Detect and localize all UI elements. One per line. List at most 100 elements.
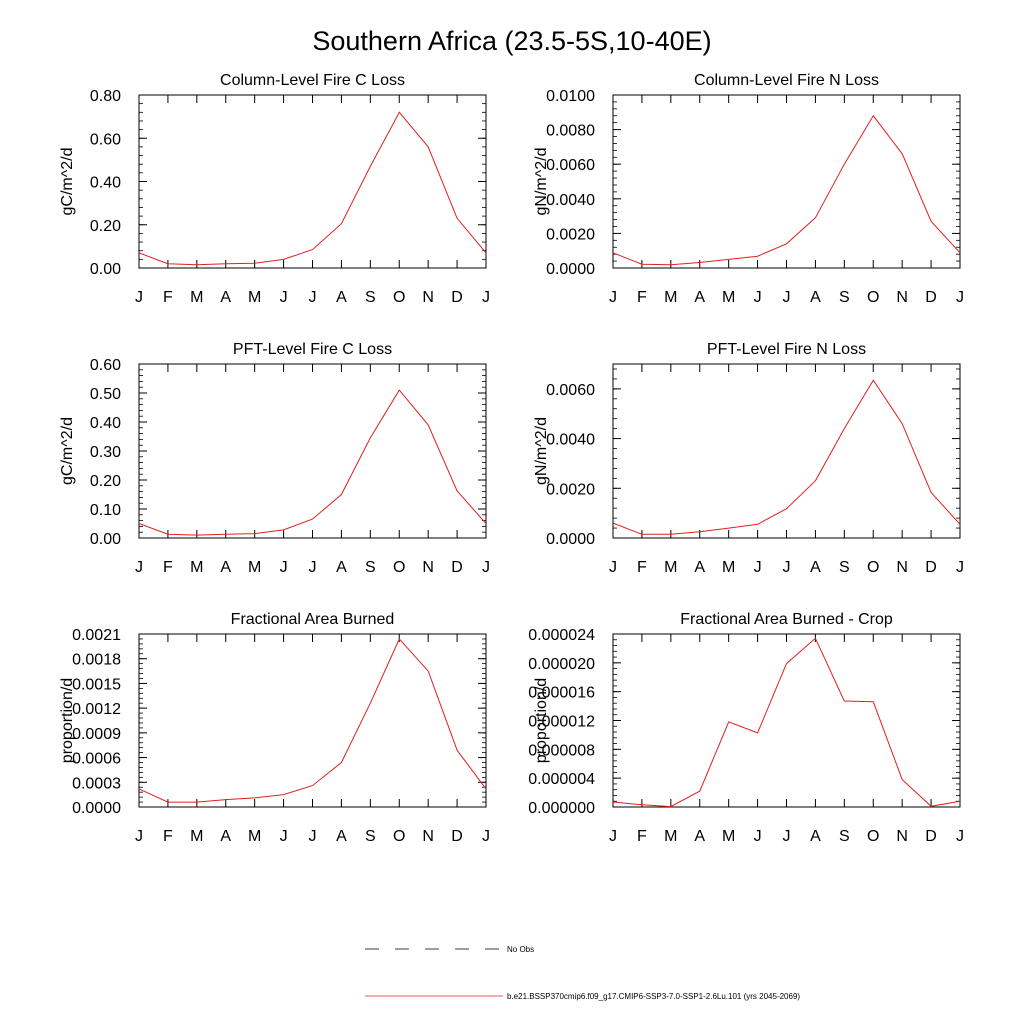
panel-title: PFT-Level Fire N Loss <box>707 341 866 358</box>
series-line <box>612 637 961 808</box>
x-tick-label: M <box>664 828 677 845</box>
x-tick-label: J <box>482 559 490 576</box>
y-tick-label: 0.0040 <box>546 432 595 449</box>
y-tick-label: 0.0009 <box>72 726 121 743</box>
x-tick-label: A <box>220 289 231 306</box>
y-tick-label: 0.000024 <box>528 627 595 644</box>
figure-title: Southern Africa (23.5-5S,10-40E) <box>312 26 711 56</box>
x-tick-label: D <box>451 828 463 845</box>
y-tick-label: 0.0021 <box>72 627 121 644</box>
x-tick-label: D <box>925 828 937 845</box>
x-tick-label: J <box>754 289 762 306</box>
y-tick-label: 0.000000 <box>528 800 595 817</box>
x-tick-label: N <box>896 289 908 306</box>
x-tick-label: F <box>163 828 173 845</box>
y-tick-label: 0.0020 <box>546 226 595 243</box>
x-tick-label: D <box>925 559 937 576</box>
legend: No Obs b.e21.BSSP370cmip6.f09_g17.CMIP6-… <box>365 945 800 1001</box>
x-tick-label: N <box>896 828 908 845</box>
y-tick-label: 0.000004 <box>528 771 595 788</box>
chart-panel: Fractional Area Burned - Crop proportion/… <box>528 611 964 845</box>
y-tick-label: 0.0018 <box>72 652 121 669</box>
y-tick-label: 0.40 <box>90 415 121 432</box>
y-tick-label: 0.0080 <box>546 123 595 140</box>
x-tick-label: M <box>248 559 261 576</box>
x-tick-label: M <box>190 559 203 576</box>
x-tick-label: A <box>810 559 821 576</box>
x-tick-label: J <box>754 828 762 845</box>
x-tick-label: M <box>664 559 677 576</box>
y-tick-label: 0.0000 <box>546 531 595 548</box>
x-tick-label: J <box>280 559 288 576</box>
x-tick-label: A <box>694 559 705 576</box>
series-line <box>612 379 961 535</box>
plot-frame <box>138 94 487 269</box>
series-line <box>138 111 487 266</box>
x-tick-label: M <box>248 289 261 306</box>
panel-title: PFT-Level Fire C Loss <box>233 341 392 358</box>
y-axis-label: gC/m^2/d <box>59 417 76 485</box>
x-tick-label: O <box>393 828 405 845</box>
x-tick-label: M <box>722 559 735 576</box>
x-tick-label: S <box>839 828 850 845</box>
x-tick-label: J <box>309 289 317 306</box>
y-tick-label: 0.0060 <box>546 157 595 174</box>
y-axis-label: gN/m^2/d <box>533 148 550 216</box>
legend-model-label: b.e21.BSSP370cmip6.f09_g17.CMIP6-SSP3-7.… <box>507 992 800 1001</box>
x-tick-label: J <box>783 559 791 576</box>
y-tick-label: 0.60 <box>90 131 121 148</box>
x-tick-label: M <box>190 828 203 845</box>
x-tick-label: O <box>393 289 405 306</box>
panel-title: Fractional Area Burned - Crop <box>680 611 893 628</box>
y-tick-label: 0.20 <box>90 218 121 235</box>
x-tick-label: J <box>135 828 143 845</box>
x-tick-label: A <box>220 559 231 576</box>
x-tick-label: M <box>190 289 203 306</box>
plot-frame <box>612 363 961 539</box>
series-line <box>138 389 487 536</box>
y-tick-label: 0.000016 <box>528 685 595 702</box>
x-tick-label: A <box>220 828 231 845</box>
y-tick-label: 0.000012 <box>528 714 595 731</box>
x-tick-label: J <box>609 828 617 845</box>
x-tick-label: M <box>722 289 735 306</box>
y-tick-label: 0.20 <box>90 473 121 490</box>
x-tick-label: O <box>393 559 405 576</box>
x-tick-label: N <box>422 289 434 306</box>
y-axis-label: proportion/d <box>59 678 76 763</box>
y-axis-label: proportion/d <box>533 678 550 763</box>
y-tick-label: 0.0003 <box>72 775 121 792</box>
x-tick-label: J <box>783 828 791 845</box>
y-tick-label: 0.000020 <box>528 656 595 673</box>
y-tick-label: 0.0012 <box>72 701 121 718</box>
panel-title: Fractional Area Burned <box>231 611 395 628</box>
x-tick-label: N <box>896 559 908 576</box>
y-tick-label: 0.00 <box>90 261 121 278</box>
x-tick-label: O <box>867 559 879 576</box>
x-tick-label: F <box>163 289 173 306</box>
x-tick-label: J <box>956 828 964 845</box>
x-tick-label: N <box>422 559 434 576</box>
y-tick-label: 0.0000 <box>546 261 595 278</box>
x-tick-label: J <box>956 289 964 306</box>
y-axis-label: gN/m^2/d <box>533 417 550 485</box>
x-tick-label: M <box>248 828 261 845</box>
x-tick-label: J <box>280 828 288 845</box>
plot-frame <box>612 94 961 269</box>
x-tick-label: A <box>694 289 705 306</box>
plot-frame <box>138 363 487 539</box>
plot-frame <box>138 633 487 808</box>
x-tick-label: D <box>451 559 463 576</box>
x-tick-label: N <box>422 828 434 845</box>
series-line <box>138 637 487 803</box>
x-tick-label: D <box>451 289 463 306</box>
x-tick-label: F <box>637 828 647 845</box>
x-tick-label: J <box>309 559 317 576</box>
x-tick-label: S <box>839 289 850 306</box>
